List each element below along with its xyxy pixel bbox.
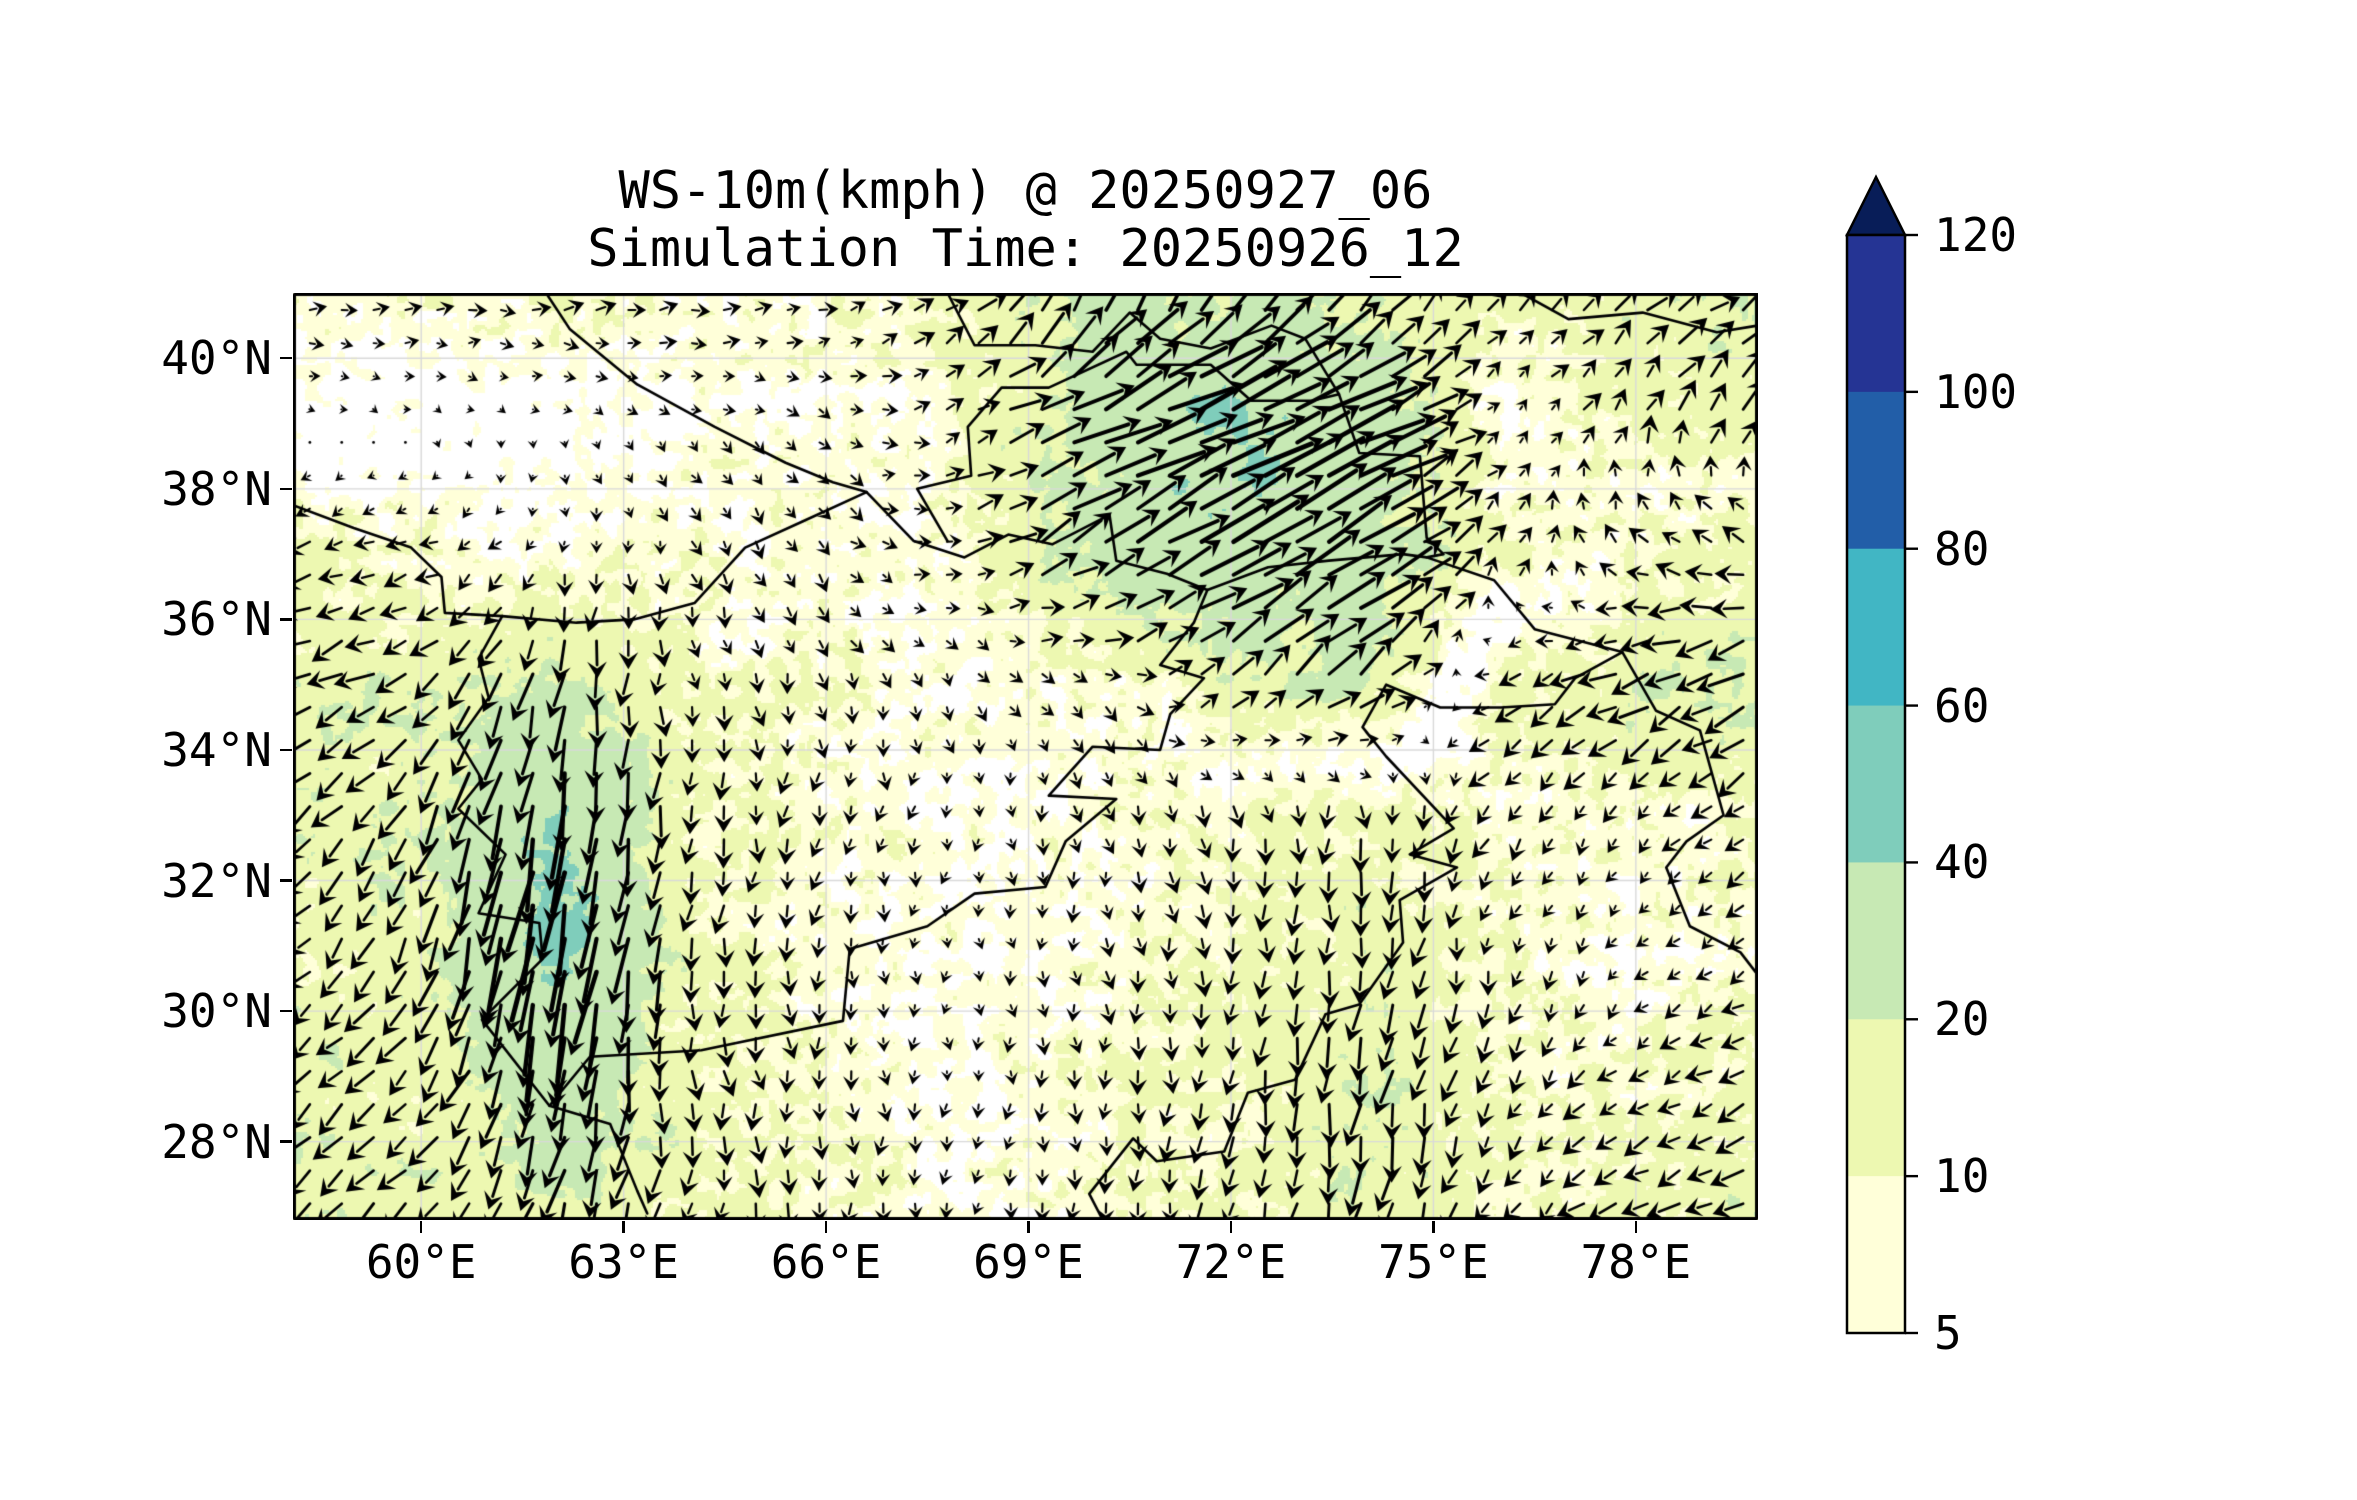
colorbar-tick-label: 5: [1934, 1306, 1962, 1360]
tick-mark: [622, 1221, 625, 1233]
x-tick-label: 60°E: [365, 1235, 477, 1289]
colorbar-tick-label: 120: [1934, 208, 2018, 262]
tick-mark: [824, 1221, 828, 1233]
colorbar-outline: [1845, 233, 1907, 1335]
colorbar-segment: [1847, 548, 1905, 707]
tick-mark: [280, 1140, 292, 1143]
y-tick-label: 36°N: [161, 592, 272, 647]
colorbar-segment: [1847, 1176, 1905, 1334]
colorbar-tick-label: 10: [1934, 1149, 1990, 1204]
y-tick-label: 28°N: [161, 1114, 272, 1169]
wind-map-canvas: [293, 293, 1758, 1220]
colorbar: [1844, 174, 1918, 1335]
tick-mark: [1432, 1221, 1435, 1233]
tick-mark: [1229, 1221, 1233, 1233]
y-tick-label: 34°N: [161, 722, 272, 777]
x-tick-label: 63°E: [568, 1235, 680, 1289]
colorbar-tick-label: 40: [1934, 835, 1990, 890]
y-tick-label: 32°N: [161, 853, 272, 908]
colorbar-over-arrow: [1844, 174, 1908, 237]
tick-mark: [1027, 1221, 1030, 1233]
chart-title-line1: WS-10m(kmph) @ 20250927_06: [618, 161, 1433, 221]
y-tick-label: 38°N: [161, 461, 272, 516]
colorbar-tick-label: 100: [1934, 364, 2018, 419]
tick-mark: [280, 487, 292, 491]
x-tick-label: 69°E: [973, 1235, 1084, 1289]
y-tick-label: 40°N: [161, 331, 272, 386]
x-tick-label: 66°E: [770, 1235, 882, 1289]
colorbar-segment: [1847, 1019, 1905, 1177]
colorbar-tick-label: 80: [1934, 521, 1990, 576]
tick-mark: [280, 1009, 292, 1013]
colorbar-segment: [1847, 391, 1905, 550]
colorbar-segment: [1847, 235, 1905, 393]
tick-mark: [280, 618, 292, 621]
colorbar-segment: [1847, 705, 1905, 863]
x-tick-label: 78°E: [1580, 1235, 1692, 1289]
tick-mark: [280, 748, 292, 752]
colorbar-tick-label: 20: [1934, 992, 1990, 1047]
colorbar-tick-label: 60: [1934, 678, 1990, 733]
colorbar-segment: [1847, 862, 1905, 1020]
chart-title: WS-10m(kmph) @ 20250927_06 Simulation Ti…: [293, 162, 1758, 278]
y-tick-label: 30°N: [161, 984, 272, 1039]
tick-mark: [280, 357, 292, 360]
tick-mark: [1634, 1221, 1638, 1233]
x-tick-label: 75°E: [1378, 1235, 1489, 1289]
chart-title-line2: Simulation Time: 20250926_12: [587, 219, 1464, 279]
tick-mark: [420, 1221, 423, 1233]
x-tick-label: 72°E: [1175, 1235, 1287, 1289]
tick-mark: [280, 879, 292, 882]
